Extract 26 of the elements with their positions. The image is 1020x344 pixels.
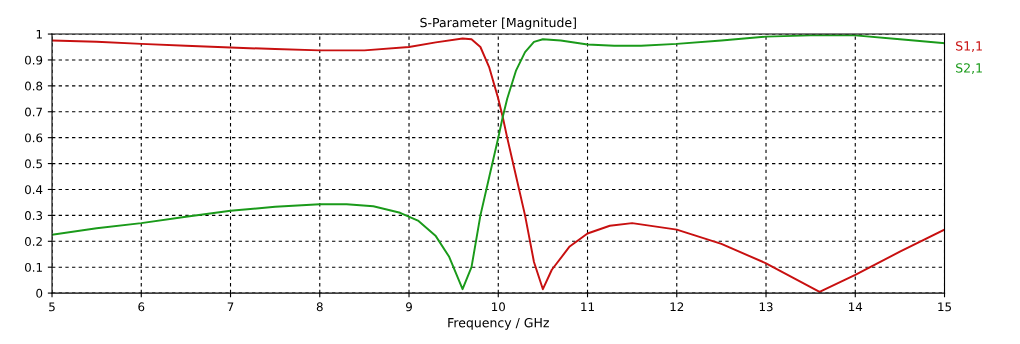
x-tick-label: 6 bbox=[138, 302, 145, 312]
y-tick-label: 0.3 bbox=[25, 211, 43, 221]
x-tick-label: 9 bbox=[406, 302, 412, 312]
x-tick-label: 10 bbox=[492, 302, 505, 312]
x-axis-title: Frequency / GHz bbox=[448, 317, 549, 330]
y-tick-label: 1 bbox=[36, 29, 42, 39]
y-tick-label: 0.5 bbox=[25, 159, 42, 169]
y-tick-label: 0.4 bbox=[25, 185, 43, 195]
y-tick-label: 0.1 bbox=[25, 262, 42, 272]
y-tick-label: 0.7 bbox=[25, 107, 42, 117]
x-tick-label: 15 bbox=[938, 302, 951, 312]
y-tick-label: 0 bbox=[36, 288, 43, 298]
x-tick-label: 8 bbox=[316, 302, 323, 312]
x-tick-label: 5 bbox=[49, 302, 55, 312]
text: S1,1 bbox=[956, 41, 982, 52]
x-tick-label: 7 bbox=[227, 302, 234, 312]
y-tick-label: 0.9 bbox=[25, 55, 43, 65]
x-tick-label: 13 bbox=[759, 302, 773, 312]
x-tick-label: 11 bbox=[581, 302, 594, 312]
y-tick-label: 0.6 bbox=[25, 133, 43, 143]
x-tick-label: 12 bbox=[670, 302, 684, 312]
chart-title: S-Parameter [Magnitude] bbox=[420, 17, 576, 30]
y-tick-label: 0.2 bbox=[25, 237, 42, 246]
y-tick-label: 0.8 bbox=[25, 81, 43, 91]
x-tick-label: 14 bbox=[849, 302, 863, 312]
series-label: S2,1 bbox=[956, 63, 982, 74]
